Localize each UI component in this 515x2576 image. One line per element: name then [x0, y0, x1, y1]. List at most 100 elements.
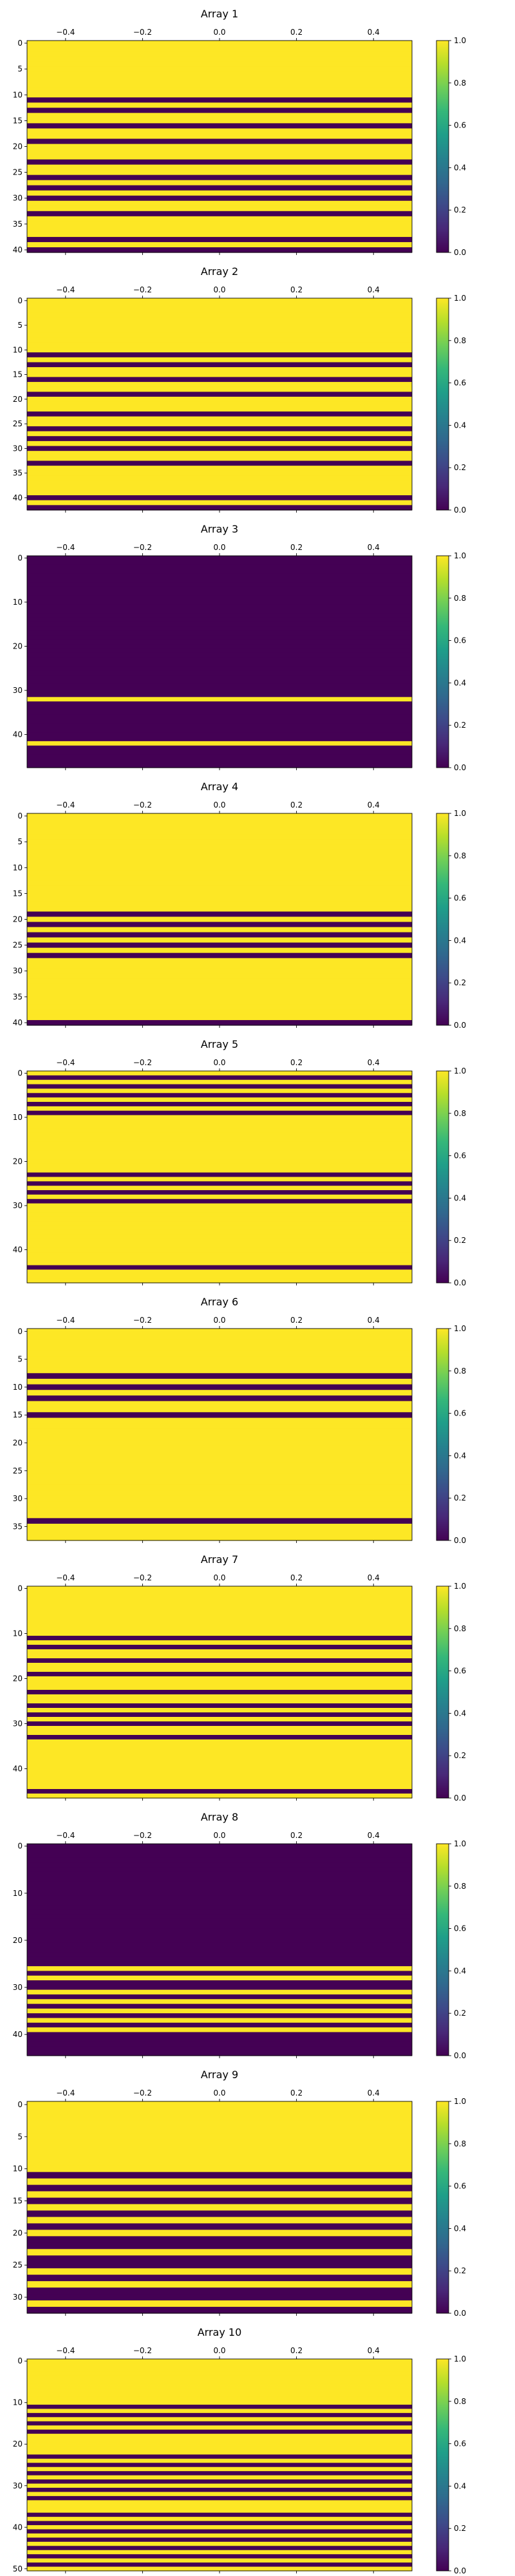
- heatmap-cell: [27, 386, 412, 392]
- heatmap-cell: [27, 1462, 412, 1469]
- heatmap-cell: [27, 317, 412, 323]
- y-tick-label: 25: [13, 1466, 23, 1475]
- colorbar-tick-label: 0.8: [454, 1109, 466, 1118]
- heatmap-cell: [27, 123, 412, 129]
- heatmap-cell: [27, 2471, 412, 2476]
- y-tick-label: 5: [17, 64, 23, 73]
- chart-title: Array 5: [201, 1038, 238, 1050]
- chart-title: Array 2: [201, 265, 238, 278]
- colorbar-tick-label: 0.6: [454, 1667, 466, 1676]
- heatmap-cell: [27, 621, 412, 627]
- y-tick-label: 40: [13, 493, 23, 502]
- heatmap-cell: [27, 1146, 412, 1151]
- heatmap-cell: [27, 648, 412, 654]
- heatmap-cell: [27, 1079, 412, 1085]
- heatmap-cell: [27, 2307, 412, 2314]
- heatmap-cell: [27, 1181, 412, 1186]
- colorbar-tick-label: 0.0: [454, 2051, 466, 2060]
- x-tick-label: 0.4: [368, 1831, 380, 1840]
- y-tick-label: 10: [13, 1629, 23, 1638]
- heatmap-cell: [27, 630, 412, 636]
- chart-title: Array 10: [198, 2326, 242, 2338]
- heatmap-cell: [27, 2041, 412, 2047]
- heatmap-cell: [27, 564, 412, 570]
- heatmap-cell: [27, 1128, 412, 1133]
- heatmap-cell: [27, 1971, 412, 1976]
- heatmap-cell: [27, 2359, 412, 2364]
- heatmap-cell: [27, 144, 412, 150]
- heatmap-cell: [27, 1384, 412, 1390]
- x-tick-label: 0.4: [368, 2088, 380, 2098]
- heatmap-cell: [27, 308, 412, 314]
- x-tick-label: 0.0: [213, 2346, 225, 2355]
- y-tick-label: 10: [13, 2164, 23, 2174]
- heatmap-cell: [27, 1334, 412, 1340]
- heatmap-cell: [27, 2467, 412, 2472]
- colorbar-tick-label: 0.2: [454, 978, 466, 987]
- heatmap-cell: [27, 1155, 412, 1160]
- heatmap-cell: [27, 1234, 412, 1240]
- heatmap-cell: [27, 1350, 412, 1357]
- heatmap-cell: [27, 149, 412, 155]
- heatmap-cell: [27, 1428, 412, 1435]
- heatmap-cell: [27, 2537, 412, 2543]
- heatmap-cell: [27, 2114, 412, 2121]
- heatmap-panel-8: Array 8 −0.4 −0.2 0.0 0.2 0.4 0 10 20 30 40 0.0 0.2 0…: [13, 1811, 466, 2060]
- heatmap-cell: [27, 2454, 412, 2459]
- heatmap-cell: [27, 1507, 412, 1513]
- heatmap-cell: [27, 205, 412, 212]
- heatmap-cell: [27, 604, 412, 609]
- heatmap-cell: [27, 2027, 412, 2033]
- heatmap-cell: [27, 865, 412, 871]
- heatmap-cell: [27, 97, 412, 103]
- heatmap-cell: [27, 1877, 412, 1882]
- heatmap-cell: [27, 741, 412, 746]
- heatmap-cell: [27, 1229, 412, 1235]
- heatmap-cell: [27, 635, 412, 640]
- heatmap-cell: [27, 1097, 412, 1103]
- heatmap-cell: [27, 1748, 412, 1754]
- heatmap-cell: [27, 1703, 412, 1709]
- heatmap-cell: [27, 159, 412, 166]
- heatmap-cell: [27, 1891, 412, 1897]
- heatmap-cell: [27, 56, 412, 62]
- colorbar-tick-label: 1.0: [454, 1839, 466, 1848]
- heatmap-cell: [27, 2396, 412, 2401]
- heatmap-cell: [27, 697, 412, 702]
- heatmap-cell: [27, 844, 412, 850]
- heatmap-cell: [27, 1848, 412, 1854]
- heatmap-cell: [27, 2421, 412, 2426]
- colorbar-tick-label: 0.0: [454, 1278, 466, 1287]
- colorbar-tick-label: 0.8: [454, 1367, 466, 1376]
- heatmap-cell: [27, 595, 412, 601]
- heatmap-cell: [27, 1088, 412, 1094]
- heatmap-cell: [27, 347, 412, 353]
- heatmap-cell: [27, 1753, 412, 1758]
- heatmap-cell: [27, 560, 412, 565]
- heatmap-cell: [27, 1260, 412, 1266]
- heatmap-cell: [27, 175, 412, 181]
- heatmap-cell: [27, 1956, 412, 1962]
- x-tick-label: −0.2: [133, 800, 152, 810]
- y-tick-label: 30: [13, 1983, 23, 1992]
- heatmap-cell: [27, 426, 412, 432]
- colorbar-tick-label: 0.4: [454, 1709, 466, 1718]
- heatmap-cell: [27, 401, 412, 407]
- heatmap-cell: [27, 661, 412, 667]
- heatmap-cell: [27, 180, 412, 186]
- y-tick-label: 30: [13, 194, 23, 203]
- heatmap-cell: [27, 303, 412, 308]
- heatmap-cell: [27, 999, 412, 1005]
- heatmap-cell: [27, 2404, 412, 2410]
- heatmap-cell: [27, 2159, 412, 2166]
- heatmap-cell: [27, 327, 412, 334]
- heatmap-cell: [27, 485, 412, 491]
- heatmap-cell: [27, 2508, 412, 2514]
- x-tick-label: 0.0: [213, 1573, 225, 1582]
- heatmap-cell: [27, 1367, 412, 1374]
- heatmap-cell: [27, 1401, 412, 1407]
- heatmap-cell: [27, 968, 412, 974]
- heatmap-cell: [27, 1618, 412, 1623]
- heatmap-cell: [27, 226, 412, 232]
- heatmap-cell: [27, 66, 412, 72]
